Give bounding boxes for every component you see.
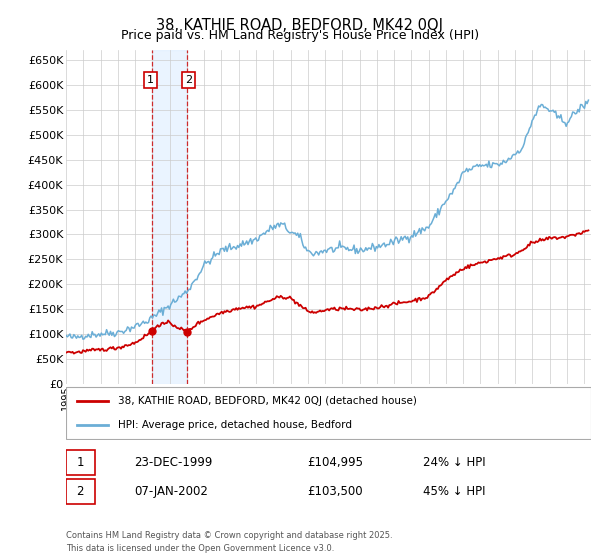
Text: 2: 2 [185, 75, 192, 85]
Text: 1: 1 [147, 75, 154, 85]
FancyBboxPatch shape [66, 388, 591, 438]
Text: 1: 1 [76, 456, 84, 469]
FancyBboxPatch shape [66, 479, 95, 504]
Text: 24% ↓ HPI: 24% ↓ HPI [423, 456, 485, 469]
Text: 45% ↓ HPI: 45% ↓ HPI [423, 485, 485, 498]
Text: 2: 2 [76, 485, 84, 498]
Text: Contains HM Land Registry data © Crown copyright and database right 2025.
This d: Contains HM Land Registry data © Crown c… [66, 531, 392, 553]
Text: 38, KATHIE ROAD, BEDFORD, MK42 0QJ (detached house): 38, KATHIE ROAD, BEDFORD, MK42 0QJ (deta… [119, 396, 418, 406]
Text: 07-JAN-2002: 07-JAN-2002 [134, 485, 208, 498]
Bar [152, 50, 187, 384]
Text: £104,995: £104,995 [308, 456, 364, 469]
Text: HPI: Average price, detached house, Bedford: HPI: Average price, detached house, Bedf… [119, 420, 353, 430]
Text: Price paid vs. HM Land Registry's House Price Index (HPI): Price paid vs. HM Land Registry's House … [121, 29, 479, 42]
Text: 38, KATHIE ROAD, BEDFORD, MK42 0QJ: 38, KATHIE ROAD, BEDFORD, MK42 0QJ [157, 18, 443, 33]
Text: 23-DEC-1999: 23-DEC-1999 [134, 456, 212, 469]
FancyBboxPatch shape [66, 450, 95, 475]
Text: £103,500: £103,500 [308, 485, 363, 498]
